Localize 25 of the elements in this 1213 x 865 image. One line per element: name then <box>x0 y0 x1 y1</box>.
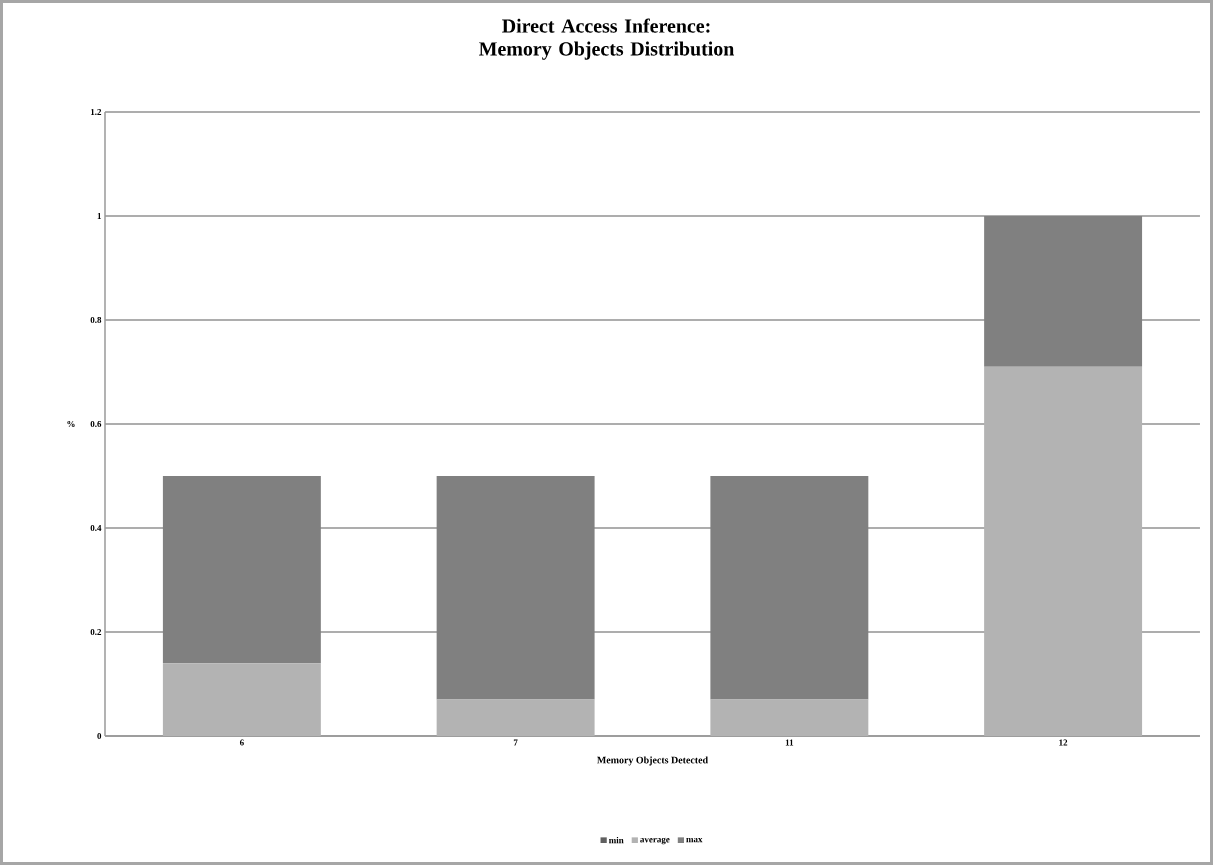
bar <box>436 699 595 736</box>
x-tick-label: 12 <box>1059 739 1068 746</box>
bar <box>162 476 321 664</box>
y-tick-label: 0 <box>97 732 102 740</box>
bar <box>710 476 869 700</box>
legend-label: average <box>640 837 670 845</box>
x-tick-label: 7 <box>513 739 518 746</box>
bar <box>984 215 1143 367</box>
x-tick-label: 6 <box>239 739 244 746</box>
x-tick-label: 11 <box>785 739 794 746</box>
y-tick-label: 0.8 <box>90 316 102 324</box>
y-tick-label: 0.2 <box>90 628 102 636</box>
y-tick-label: 0.6 <box>90 420 102 428</box>
chart-title: Direct Access Inference: Memory Objects Distribution <box>479 18 735 60</box>
legend-label: max <box>686 837 703 843</box>
legend-label: min <box>608 836 624 844</box>
x-axis-title: Memory Objects Detected <box>597 756 708 766</box>
bar <box>162 663 321 736</box>
bar <box>710 699 869 736</box>
y-tick-label: 1 <box>97 213 102 219</box>
y-tick-label: 1.2 <box>90 108 102 116</box>
bar <box>984 366 1143 736</box>
y-tick-label: 0.4 <box>90 524 102 532</box>
bar <box>436 476 595 700</box>
y-axis-title: % <box>67 420 75 428</box>
